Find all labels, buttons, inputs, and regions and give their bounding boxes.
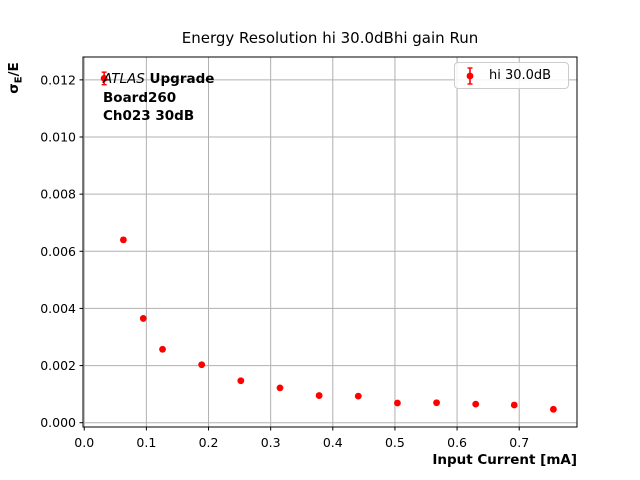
x-tick-label: 0.6 (447, 435, 467, 450)
data-point (159, 345, 166, 353)
data-point (139, 315, 147, 322)
axes-spines (82, 56, 578, 428)
data-point (119, 236, 127, 244)
annotation-line-channel: Ch023 30dB (103, 108, 195, 124)
y-axis-label-sigma: σ (6, 83, 22, 94)
data-point (472, 400, 480, 408)
data-point (198, 361, 206, 369)
legend-box: hi 30.0dB (454, 62, 569, 89)
x-tick-label: 0.7 (509, 435, 529, 450)
y-tick-label: 0.006 (40, 244, 76, 259)
x-tick-label: 0.1 (136, 435, 156, 450)
y-tick-label: 0.000 (40, 415, 76, 430)
y-tick-label: 0.004 (40, 301, 76, 316)
data-point (549, 405, 557, 413)
data-point (510, 401, 518, 409)
annotation-stage: Upgrade (149, 71, 215, 87)
chart-title: Energy Resolution hi 30.0dBhi gain Run (181, 29, 479, 47)
annotation-line-board: Board260 (103, 89, 177, 106)
y-axis-label-rest: /E (6, 62, 22, 77)
annotation-line-experiment: ATLAS Upgrade (103, 70, 214, 89)
data-point (100, 75, 108, 82)
data-point (315, 392, 323, 399)
annotation-experiment: ATLAS (103, 71, 145, 87)
x-tick-label: 0.4 (323, 435, 343, 450)
y-axis-label-subscript: E (13, 76, 25, 84)
y-axis-label: σE/E (6, 0, 25, 158)
annotation-block: ATLAS Upgrade Board260 Ch023 30dB (103, 70, 214, 126)
data-point (394, 399, 401, 407)
legend-errorbar-icon (466, 66, 474, 85)
data-point (354, 392, 362, 400)
data-point (237, 377, 245, 385)
data-point (276, 384, 284, 392)
x-tick-label: 0.3 (261, 435, 281, 450)
x-tick-label: 0.2 (199, 435, 219, 450)
x-tick-label: 0.0 (74, 435, 94, 450)
x-tick-label: 0.5 (385, 435, 405, 450)
legend-entry-label: hi 30.0dB (489, 68, 552, 83)
x-axis-label: Input Current [mA] (432, 452, 577, 468)
y-tick-label: 0.010 (40, 130, 76, 145)
y-tick-label: 0.012 (40, 72, 76, 87)
y-tick-label: 0.008 (40, 187, 76, 202)
data-point (433, 399, 440, 407)
y-tick-label: 0.002 (40, 358, 76, 373)
